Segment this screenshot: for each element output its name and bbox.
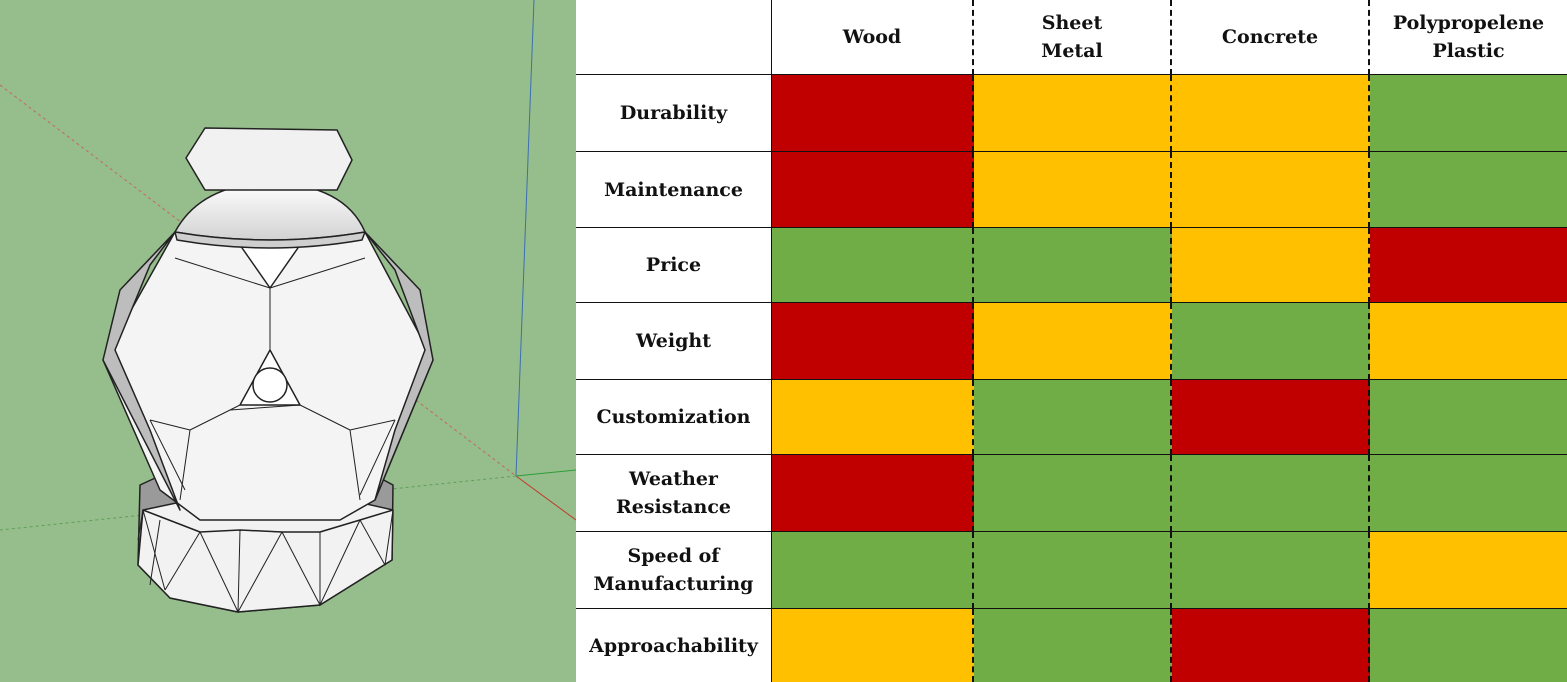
rating-cell-good — [974, 380, 1172, 455]
rating-cell-good — [1370, 152, 1567, 228]
column-header: Concrete — [1172, 0, 1370, 75]
model-handle — [185, 127, 353, 191]
column-header: Wood — [772, 0, 974, 75]
green-axis — [515, 469, 576, 477]
rating-cell-good — [974, 532, 1172, 609]
row-header: Price — [576, 228, 772, 303]
rating-cell-poor — [772, 152, 974, 228]
column-header: Polypropelene Plastic — [1370, 0, 1567, 75]
model-lid — [174, 181, 366, 249]
row-header: Speed of Manufacturing — [576, 532, 772, 609]
rating-cell-good — [772, 532, 974, 609]
rating-cell-good — [1370, 380, 1567, 455]
row-header: Maintenance — [576, 152, 772, 228]
table-corner-cell — [576, 0, 772, 75]
rating-cell-good — [772, 228, 974, 303]
rating-cell-good — [974, 609, 1172, 682]
rating-cell-fair — [772, 380, 974, 455]
material-comparison-table: Wood Sheet Metal Concrete Polypropelene Pla… — [576, 0, 1567, 682]
rating-cell-poor — [772, 75, 974, 152]
row-header: Weight — [576, 303, 772, 380]
rating-cell-poor — [772, 455, 974, 532]
rating-cell-fair — [1172, 75, 1370, 152]
rating-cell-fair — [974, 75, 1172, 152]
rating-cell-good — [1172, 455, 1370, 532]
rating-cell-good — [974, 455, 1172, 532]
rating-cell-poor — [1172, 609, 1370, 682]
row-header: Durability — [576, 75, 772, 152]
rating-cell-fair — [772, 609, 974, 682]
rating-cell-good — [1172, 303, 1370, 380]
rating-cell-fair — [974, 303, 1172, 380]
blue-axis — [515, 0, 535, 477]
rating-cell-good — [1370, 455, 1567, 532]
rating-cell-poor — [1370, 228, 1567, 303]
rating-cell-poor — [772, 303, 974, 380]
row-header: Customization — [576, 380, 772, 455]
model-render — [0, 0, 576, 613]
rating-cell-fair — [1370, 303, 1567, 380]
row-header: Approachability — [576, 609, 772, 682]
rating-cell-fair — [1172, 152, 1370, 228]
rating-cell-fair — [1172, 228, 1370, 303]
rating-cell-fair — [1370, 532, 1567, 609]
rating-cell-good — [1370, 609, 1567, 682]
3d-model-viewport[interactable] — [0, 0, 576, 682]
row-header: Weather Resistance — [576, 455, 772, 532]
column-header: Sheet Metal — [974, 0, 1172, 75]
rating-cell-fair — [974, 152, 1172, 228]
rating-cell-poor — [1172, 380, 1370, 455]
rating-cell-good — [1172, 532, 1370, 609]
rating-cell-good — [1370, 75, 1567, 152]
red-axis — [515, 475, 576, 521]
rating-cell-good — [974, 228, 1172, 303]
model-sphere — [102, 231, 434, 521]
